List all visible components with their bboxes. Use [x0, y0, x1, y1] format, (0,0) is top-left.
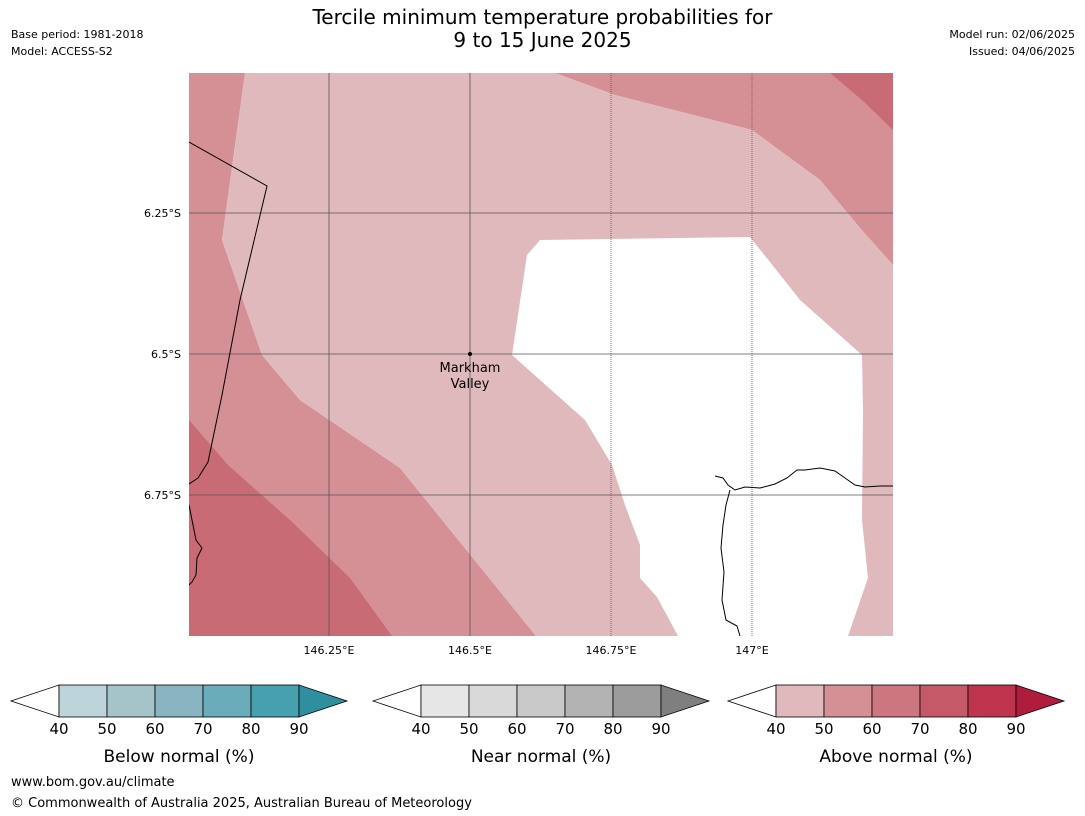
colorbar-near-low-extend: [371, 684, 422, 718]
lon-label-147e: 147°E: [735, 644, 768, 657]
colorbar-above-tick-40: 40: [766, 720, 785, 738]
map-title: Tercile minimum temperature probabilitie…: [0, 6, 1085, 52]
footer-url[interactable]: www.bom.gov.au/climate: [11, 775, 175, 790]
place-label-line-1: Markham: [440, 361, 501, 376]
map-panel: [189, 73, 893, 636]
colorbar-below-tick-90: 90: [289, 720, 308, 738]
colorbar-near-segment-80: [612, 684, 662, 718]
colorbar-below-tick-60: 60: [145, 720, 164, 738]
colorbar-above-segment-40: [775, 684, 825, 718]
title-line-1: Tercile minimum temperature probabilitie…: [312, 5, 773, 29]
lat-label-6-75s: 6.75°S: [144, 489, 181, 502]
meta-left: Base period: 1981-2018 Model: ACCESS-S2: [11, 26, 143, 60]
no-signal-region: [512, 237, 868, 636]
place-label: Markham Valley: [440, 361, 501, 392]
colorbar-below-tick-70: 70: [193, 720, 212, 738]
colorbar-above-tick-60: 60: [862, 720, 881, 738]
lon-label-146-25e: 146.25°E: [304, 644, 355, 657]
colorbar-below-high-extend: [298, 684, 349, 718]
colorbar-above-segment-80: [967, 684, 1017, 718]
lon-label-146-5e: 146.5°E: [448, 644, 492, 657]
colorbar-below-segment-50: [106, 684, 156, 718]
colorbar-above-segment-70: [919, 684, 969, 718]
colorbar-above-high-extend: [1015, 684, 1066, 718]
province-boundary: [189, 141, 268, 485]
colorbar-near-segment-40: [420, 684, 470, 718]
coastline-gulf: [714, 467, 893, 491]
colorbar-near-tick-80: 80: [603, 720, 622, 738]
place-label-line-2: Valley: [451, 377, 490, 392]
footer-copyright: © Commonwealth of Australia 2025, Austra…: [11, 796, 472, 811]
coastline-left: [189, 504, 203, 586]
lat-label-6-25s: 6.25°S: [144, 207, 181, 220]
colorbar-above-low-extend: [726, 684, 777, 718]
colorbar-below-tick-80: 80: [241, 720, 260, 738]
colorbar-near-tick-40: 40: [411, 720, 430, 738]
colorbar-below-tick-40: 40: [49, 720, 68, 738]
meta-right: Model run: 02/06/2025 Issued: 04/06/2025: [949, 26, 1075, 60]
colorbar-above-tick-50: 50: [814, 720, 833, 738]
lon-label-146-75e: 146.75°E: [586, 644, 637, 657]
colorbar-below-segment-70: [202, 684, 252, 718]
markham-valley-marker: [468, 352, 472, 356]
title-line-2: 9 to 15 June 2025: [453, 28, 632, 52]
colorbar-near-segment-60: [516, 684, 566, 718]
colorbar-above-segment-60: [871, 684, 921, 718]
colorbar-below-segment-60: [154, 684, 204, 718]
colorbar-near-tick-50: 50: [459, 720, 478, 738]
axis-labels: 6.25°S 6.5°S 6.75°S 146.25°E 146.5°E 146…: [144, 207, 769, 657]
coastline-peninsula: [720, 489, 741, 636]
colorbar-above-tick-80: 80: [958, 720, 977, 738]
colorbar-near: 40 50 60 70 80 90 Near normal (%): [371, 684, 711, 767]
colorbar-above-segment-50: [823, 684, 873, 718]
contour-above-50-60-right: [555, 73, 893, 265]
colorbar-near-segment-50: [468, 684, 518, 718]
colorbar-below-tick-50: 50: [97, 720, 116, 738]
colorbar-near-tick-90: 90: [651, 720, 670, 738]
colorbar-near-high-extend: [660, 684, 711, 718]
colorbar-above: 40 50 60 70 80 90 Above normal (%): [726, 684, 1066, 767]
colorbar-below-segment-80: [250, 684, 300, 718]
colorbar-above-label: Above normal (%): [819, 747, 972, 767]
colorbar-near-tick-60: 60: [507, 720, 526, 738]
graticule: [189, 73, 893, 636]
model-text: Model: ACCESS-S2: [11, 45, 113, 58]
lat-label-6-5s: 6.5°S: [151, 348, 181, 361]
issued-text: Issued: 04/06/2025: [968, 45, 1075, 58]
colorbar-below-segment-40: [58, 684, 108, 718]
model-run-text: Model run: 02/06/2025: [949, 28, 1075, 41]
contour-above-60-70-right: [830, 73, 893, 130]
colorbar-near-segment-70: [564, 684, 614, 718]
contour-above-60-70-left: [189, 420, 392, 636]
colorbar-group: 40 50 60 70 80 90 Below normal (%) 40 50 60 70 80 90…: [9, 684, 1066, 767]
colorbar-below-low-extend: [9, 684, 60, 718]
colorbar-below: 40 50 60 70 80 90 Below normal (%): [9, 684, 349, 767]
colorbar-near-tick-70: 70: [555, 720, 574, 738]
colorbar-above-tick-90: 90: [1006, 720, 1025, 738]
base-period-text: Base period: 1981-2018: [11, 28, 144, 41]
colorbar-near-label: Near normal (%): [471, 747, 611, 767]
colorbar-above-tick-70: 70: [910, 720, 929, 738]
colorbar-below-label: Below normal (%): [104, 747, 255, 767]
